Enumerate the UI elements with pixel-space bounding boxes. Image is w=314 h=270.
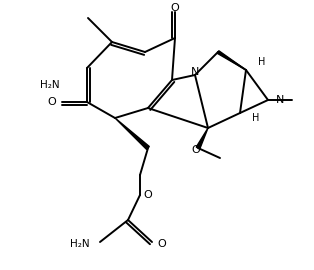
- Text: H₂N: H₂N: [41, 80, 60, 90]
- Text: H: H: [252, 113, 259, 123]
- Text: O: O: [48, 97, 57, 107]
- Text: H₂N: H₂N: [70, 239, 90, 249]
- Polygon shape: [217, 51, 246, 70]
- Text: N: N: [191, 67, 199, 77]
- Text: N: N: [276, 95, 284, 105]
- Polygon shape: [196, 128, 208, 149]
- Text: O: O: [171, 3, 179, 13]
- Text: O: O: [143, 190, 152, 200]
- Text: O: O: [192, 145, 200, 155]
- Polygon shape: [115, 118, 149, 150]
- Text: O: O: [158, 239, 166, 249]
- Text: H: H: [258, 57, 265, 67]
